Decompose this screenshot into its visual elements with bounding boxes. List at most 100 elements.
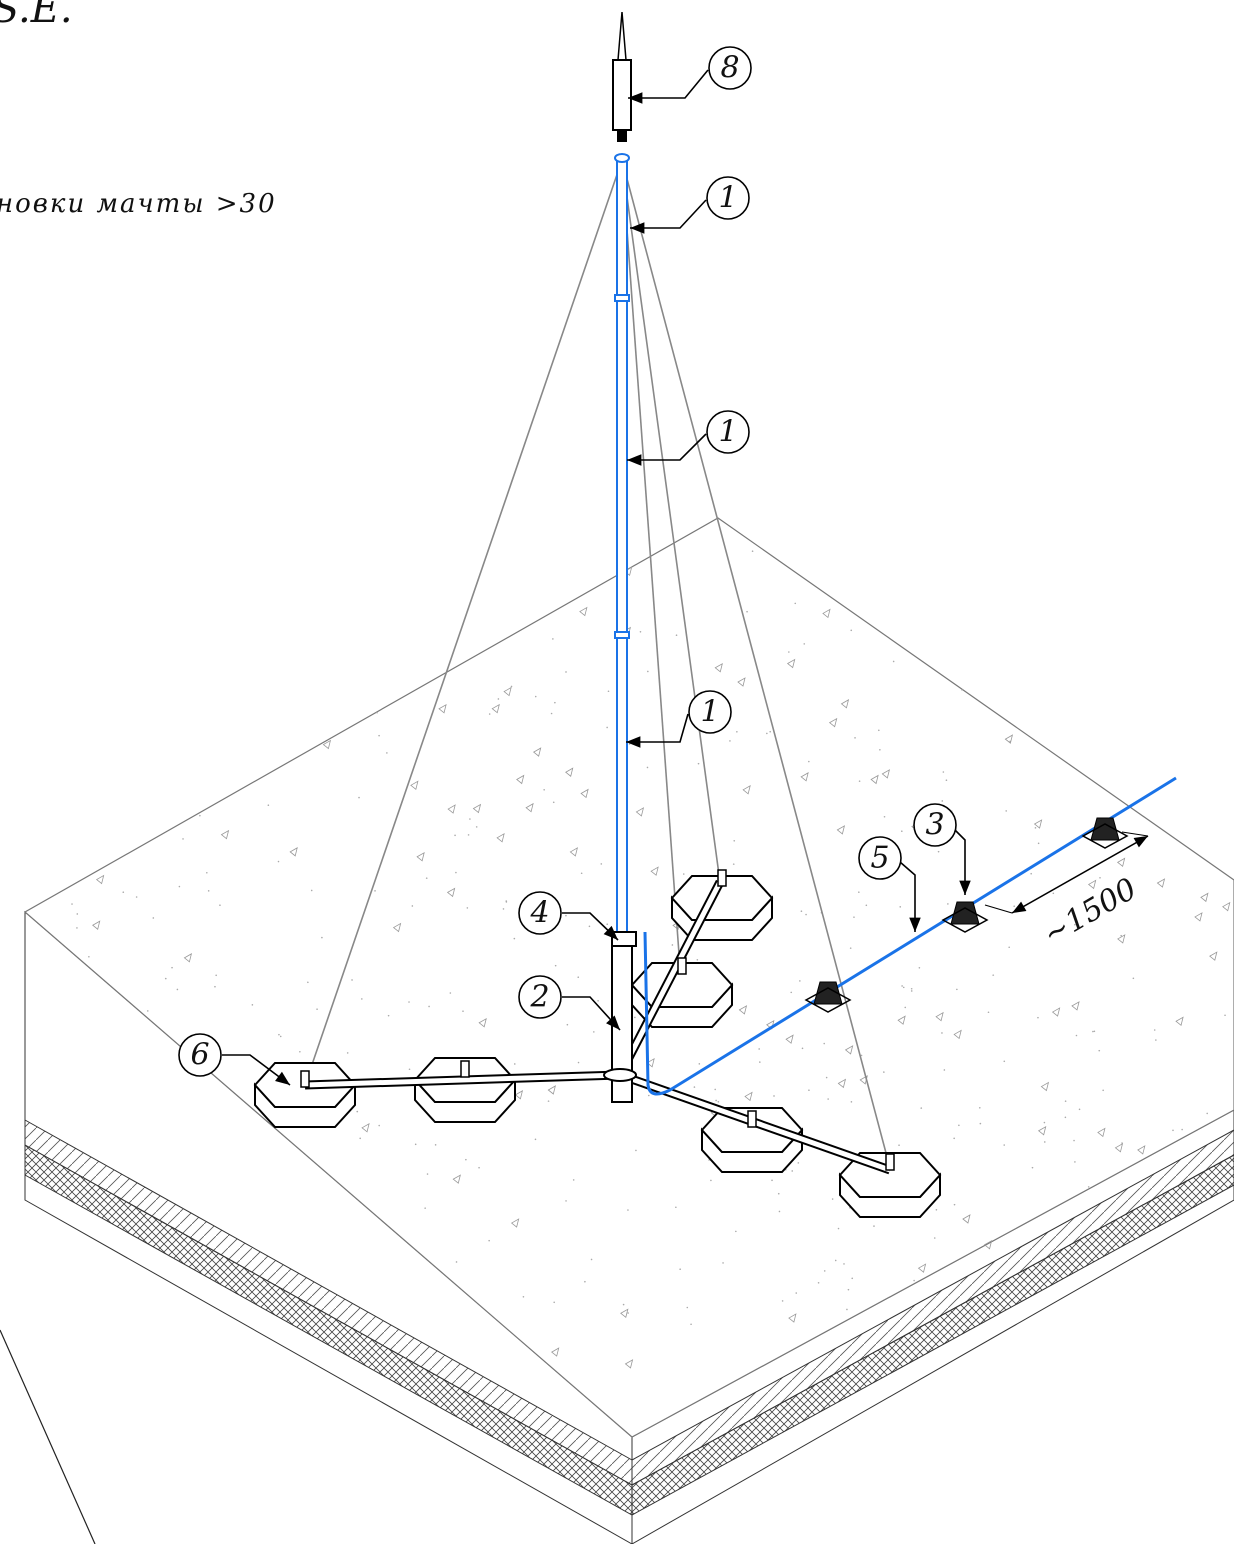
mast-foot [603, 1068, 637, 1082]
speck [773, 1095, 775, 1097]
speck [979, 1122, 982, 1125]
speck [883, 815, 886, 818]
stray-line [0, 1329, 96, 1544]
speck [873, 1225, 875, 1227]
terminal-body [612, 59, 632, 131]
speck [1031, 1166, 1034, 1169]
speck [411, 905, 414, 907]
speck [462, 1010, 464, 1012]
speck [299, 1050, 301, 1053]
speck [455, 1261, 458, 1263]
callout-circle [688, 690, 732, 734]
aggregate [565, 767, 574, 777]
speck [858, 891, 860, 893]
speck [797, 1162, 800, 1164]
aggregate [496, 832, 505, 843]
aggregate [786, 658, 796, 669]
aggregate [788, 1313, 797, 1323]
aggregate [183, 953, 193, 963]
speck [837, 1227, 840, 1230]
leader [627, 433, 707, 466]
aggregate [917, 1263, 927, 1273]
speck [883, 1071, 885, 1073]
callout-circle [706, 176, 750, 220]
guy-wire [621, 159, 681, 969]
speck [647, 670, 649, 673]
speck [307, 981, 309, 984]
speck [534, 695, 537, 698]
speck [722, 1262, 724, 1264]
aggregate [983, 1239, 993, 1250]
base-top [670, 875, 774, 921]
aggregate [1194, 912, 1203, 922]
speck [122, 891, 125, 894]
speck [717, 1100, 720, 1103]
speck [376, 711, 378, 714]
aggregate [881, 769, 890, 779]
speck [639, 630, 642, 633]
aggregate [1209, 951, 1218, 961]
layer-cross-r [631, 1154, 1234, 1516]
speck [76, 927, 78, 929]
speck [543, 789, 545, 791]
speck [1181, 1128, 1183, 1131]
guy-wire [621, 159, 721, 883]
aggregate [1117, 934, 1126, 944]
speck [1120, 934, 1122, 937]
speck [920, 1107, 923, 1109]
speck [823, 1042, 826, 1045]
speck [853, 916, 855, 918]
speck [746, 610, 748, 613]
leader [562, 996, 621, 1031]
title: S.E. [0, 0, 73, 32]
speck [675, 1206, 677, 1209]
speck [953, 1203, 956, 1206]
speck [1093, 1030, 1096, 1033]
speck [945, 779, 948, 782]
callout-circle [518, 975, 562, 1019]
callout-label: 6 [190, 1038, 209, 1073]
layer-diag-r [631, 1129, 1234, 1486]
speck [777, 1192, 780, 1195]
speck [803, 643, 806, 645]
aggregate [516, 774, 525, 785]
speck [215, 974, 217, 977]
aggregate [1175, 1016, 1184, 1026]
layout [0, 11, 1234, 1544]
speck [547, 1100, 550, 1102]
aggregate [503, 686, 512, 697]
speck [607, 690, 610, 693]
aggregate [1097, 1127, 1106, 1138]
speck [475, 826, 478, 828]
speck [374, 890, 376, 892]
callout-label: 1 [700, 695, 719, 730]
speck [1087, 1186, 1090, 1188]
speck [590, 1258, 593, 1261]
leader [899, 861, 921, 932]
speck [1037, 842, 1040, 845]
callout-circle [706, 410, 750, 454]
callout-circle [913, 803, 957, 847]
speck [987, 1011, 990, 1014]
speck [1043, 1121, 1046, 1124]
leader [562, 912, 619, 941]
clamp [885, 1153, 895, 1171]
aggregate [766, 1019, 775, 1030]
aggregate [1071, 1001, 1080, 1011]
speck [588, 925, 591, 928]
speck [565, 1200, 567, 1202]
speck [758, 1048, 760, 1050]
speck [378, 1124, 380, 1127]
speck [505, 901, 508, 903]
speck [1037, 1016, 1039, 1019]
speck [910, 990, 913, 992]
speck [1098, 1049, 1101, 1052]
aggregate [547, 1085, 556, 1095]
speck [580, 872, 583, 875]
clamp [460, 1060, 470, 1078]
speck [577, 1061, 580, 1064]
aggregate [569, 847, 578, 857]
speck [627, 1312, 629, 1314]
speck [455, 871, 457, 874]
